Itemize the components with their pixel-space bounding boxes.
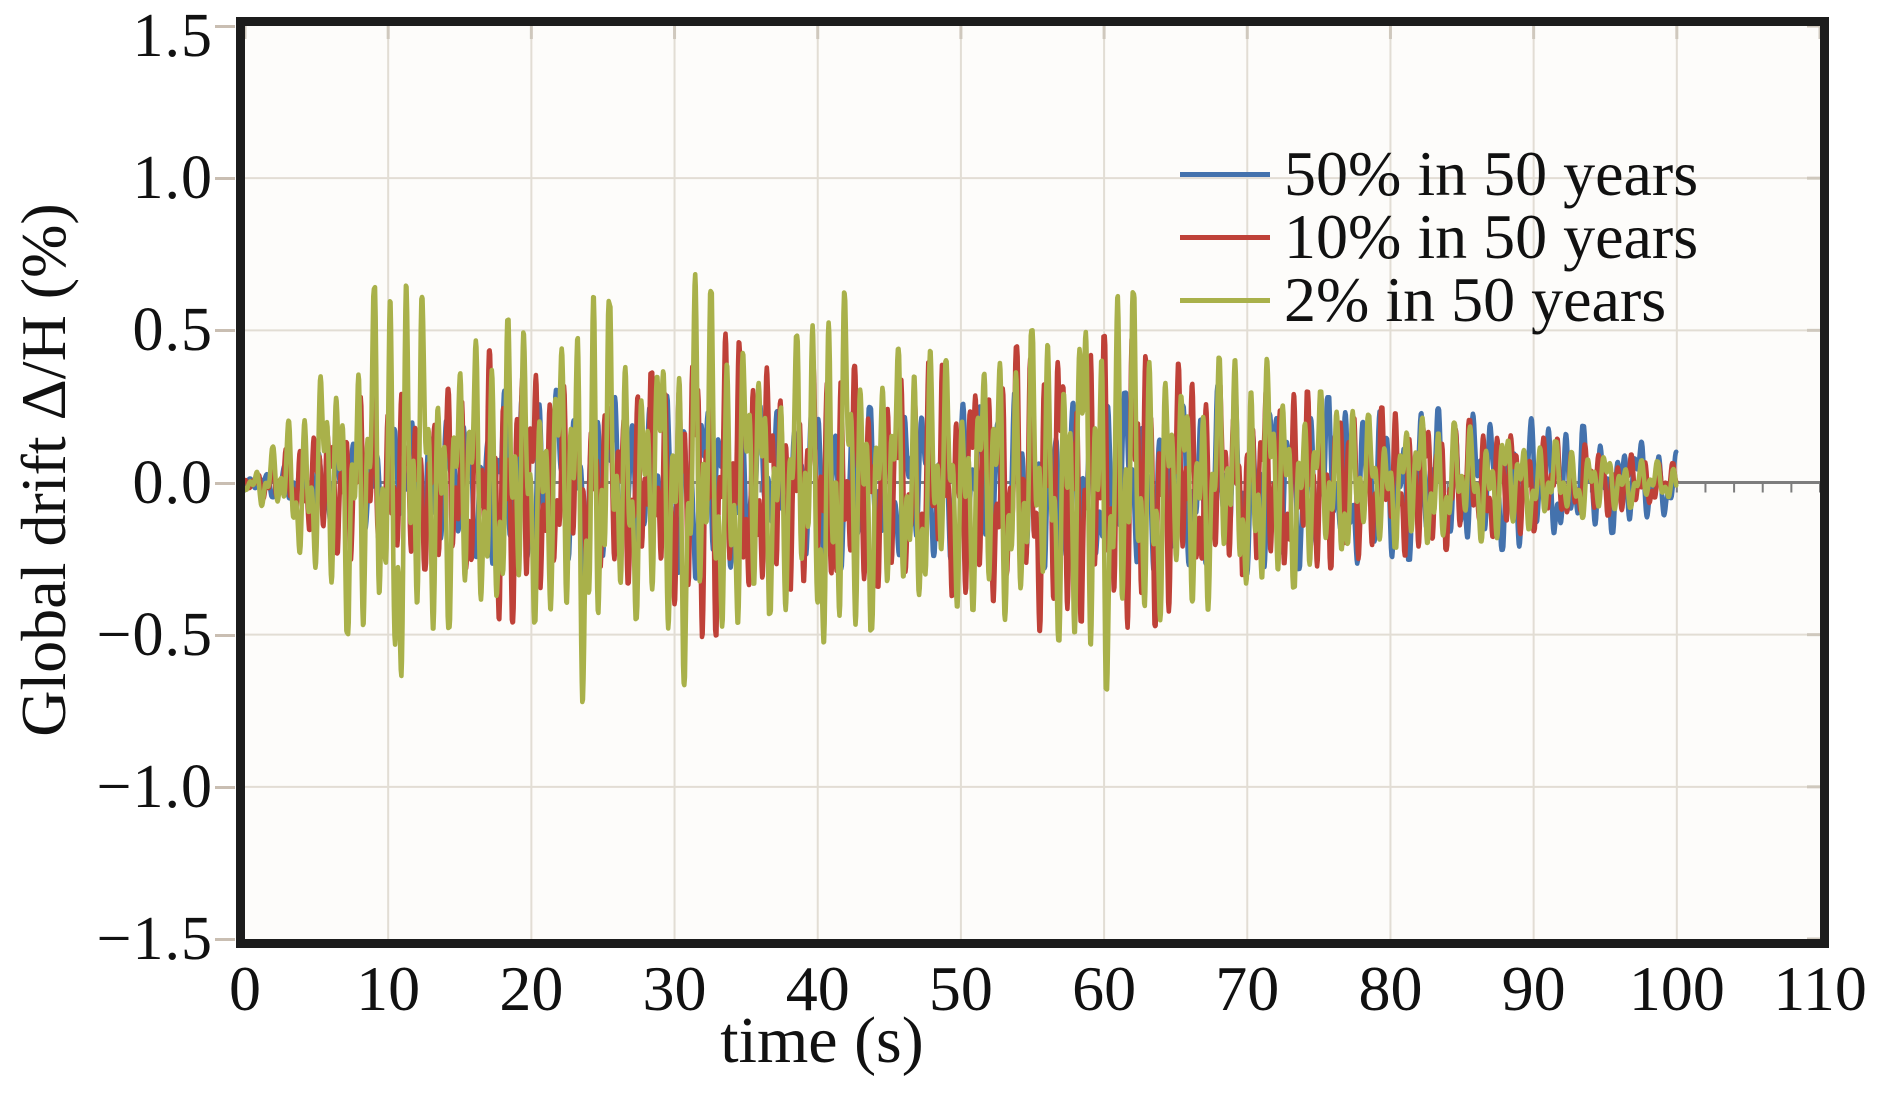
series-line-2 bbox=[245, 272, 1679, 705]
legend-label: 50% in 50 years bbox=[1284, 138, 1699, 209]
legend-item-50pct: 50% in 50 years bbox=[1180, 142, 1698, 206]
x-tick-label: 20 bbox=[499, 953, 564, 1024]
y-tick-mark bbox=[215, 938, 235, 941]
x-tick-label: 40 bbox=[785, 953, 850, 1024]
y-tick-mark bbox=[215, 177, 235, 181]
x-tick-label: 30 bbox=[642, 953, 707, 1024]
x-tick-label: 10 bbox=[356, 953, 421, 1024]
x-tick-label: 0 bbox=[229, 953, 261, 1024]
y-axis-title: Global drift Δ/H (%) bbox=[8, 203, 79, 737]
x-tick-label: 100 bbox=[1628, 953, 1725, 1024]
x-axis-title: time (s) bbox=[720, 1004, 924, 1077]
x-tick-label: 70 bbox=[1215, 953, 1280, 1024]
y-tick-label: −1.0 bbox=[96, 752, 213, 821]
x-tick-label: 50 bbox=[928, 953, 993, 1024]
y-tick-mark bbox=[215, 785, 235, 789]
y-tick-mark bbox=[215, 25, 235, 28]
y-tick-label: −1.5 bbox=[96, 905, 213, 973]
y-tick-mark bbox=[215, 481, 235, 485]
x-tick-label: 80 bbox=[1358, 953, 1423, 1024]
legend-label: 10% in 50 years bbox=[1284, 201, 1699, 272]
legend-label: 2% in 50 years bbox=[1284, 264, 1667, 335]
legend-item-10pct: 10% in 50 years bbox=[1180, 205, 1698, 269]
x-tick-label: 110 bbox=[1773, 953, 1867, 1024]
legend-item-2pct: 2% in 50 years bbox=[1180, 268, 1666, 332]
y-tick-mark bbox=[215, 633, 235, 637]
legend-line-10pct-icon bbox=[1180, 234, 1270, 240]
x-tick-label: 90 bbox=[1501, 953, 1566, 1024]
y-tick-label: 0.0 bbox=[132, 448, 213, 517]
y-tick-label: 1.0 bbox=[132, 144, 213, 213]
x-tick-label: 60 bbox=[1072, 953, 1137, 1024]
y-tick-label: 0.5 bbox=[132, 296, 213, 365]
y-tick-label: −0.5 bbox=[96, 600, 213, 669]
legend-line-2pct-icon bbox=[1180, 297, 1270, 303]
legend-line-50pct-icon bbox=[1180, 171, 1270, 177]
y-tick-label: 1.5 bbox=[132, 2, 213, 70]
y-tick-mark bbox=[215, 329, 235, 333]
plot-canvas bbox=[245, 26, 1820, 939]
